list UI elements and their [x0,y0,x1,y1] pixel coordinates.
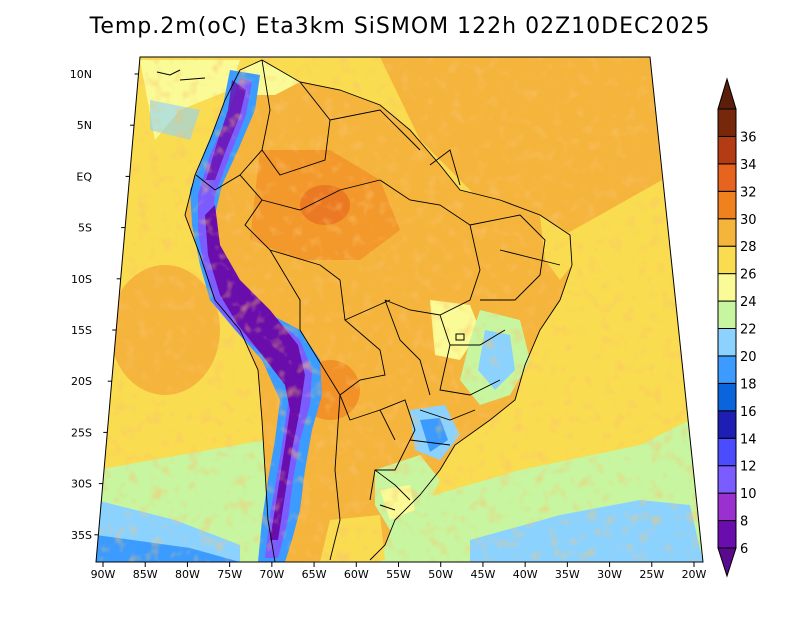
lon-tick-label: 25W [639,568,664,581]
temperature-field [96,57,703,562]
colorbar-swatch [717,520,737,549]
colorbar-label: 28 [740,240,757,255]
field-texture [96,57,703,562]
colorbar-label: 10 [740,487,757,502]
lon-tick-label: 80W [175,568,200,581]
lat-tick-label: 5S [78,222,92,235]
longitude-axis: 90W 85W 80W 75W 70W 65W 60W 55W 50W 45W 40W 35W 30W 2… [91,562,707,581]
colorbar-swatch [717,135,737,165]
latitude-axis: 10N 5N EQ 5S 10S 15S 20S 25S 30S 35S [70,68,139,542]
lat-tick-label: 25S [71,426,92,439]
lon-tick-label: 85W [133,568,158,581]
colorbar-swatch [717,163,737,192]
map-title: Temp.2m(oC) Eta3km SiSMOM 122h 02Z10DEC2… [89,14,711,39]
colorbar-label: 6 [740,542,748,557]
lon-tick-label: 70W [259,568,284,581]
lon-tick-label: 50W [428,568,453,581]
colorbar-label: 26 [740,268,757,283]
colorbar-overflow-triangle [717,77,737,110]
colorbar-label: 12 [740,460,757,475]
colorbar-label: 30 [740,213,757,228]
lat-tick-label: 20S [71,375,92,388]
colorbar-swatch [717,108,737,137]
map-domain-frame [95,56,704,563]
colorbar-swatch [717,465,737,494]
lon-tick-label: 90W [91,568,116,581]
lat-tick-label: 35S [71,529,92,542]
lat-tick-label: 5N [77,119,92,132]
colorbar-swatch [717,300,737,329]
lon-tick-label: 20W [682,568,707,581]
colorbar-swatch [717,245,737,275]
lon-tick-label: 45W [470,568,495,581]
colorbar-label: 34 [740,158,757,173]
colorbar-swatch [717,410,737,439]
colorbar-label: 22 [740,323,757,338]
lat-tick-label: 30S [71,478,92,491]
colorbar-swatch [717,437,737,467]
lon-tick-label: 40W [513,568,538,581]
colorbar-label: 20 [740,350,757,365]
colorbar-label: 36 [740,130,757,145]
colorbar-swatch [717,190,737,220]
colorbar-swatch [717,355,737,384]
colorbar-label: 32 [740,185,757,200]
lat-tick-label: 15S [71,324,92,337]
political-borders [184,59,573,562]
lon-tick-label: 60W [344,568,369,581]
lat-tick-label: EQ [76,170,92,183]
lat-tick-label: 10N [70,68,92,81]
colorbar-swatch [717,382,737,412]
colorbar-label: 8 [740,515,748,530]
colorbar-swatch [717,328,737,357]
colorbar-label: 18 [740,377,757,392]
colorbar-label: 14 [740,432,757,447]
colorbar-label: 24 [740,295,757,310]
colorbar-swatch [717,492,737,522]
colorbar-label: 16 [740,405,757,420]
lon-tick-label: 35W [555,568,580,581]
lon-tick-label: 75W [217,568,242,581]
colorbar-swatch [717,218,737,247]
colorbar-underflow-triangle [717,547,737,578]
colorbar: 6 8 10 12 14 16 18 20 22 24 26 28 30 32 34 36 [717,77,757,578]
lat-tick-label: 10S [71,273,92,286]
colorbar-swatch [717,273,737,302]
lon-tick-label: 55W [386,568,411,581]
lon-tick-label: 30W [597,568,622,581]
lon-tick-label: 65W [302,568,327,581]
